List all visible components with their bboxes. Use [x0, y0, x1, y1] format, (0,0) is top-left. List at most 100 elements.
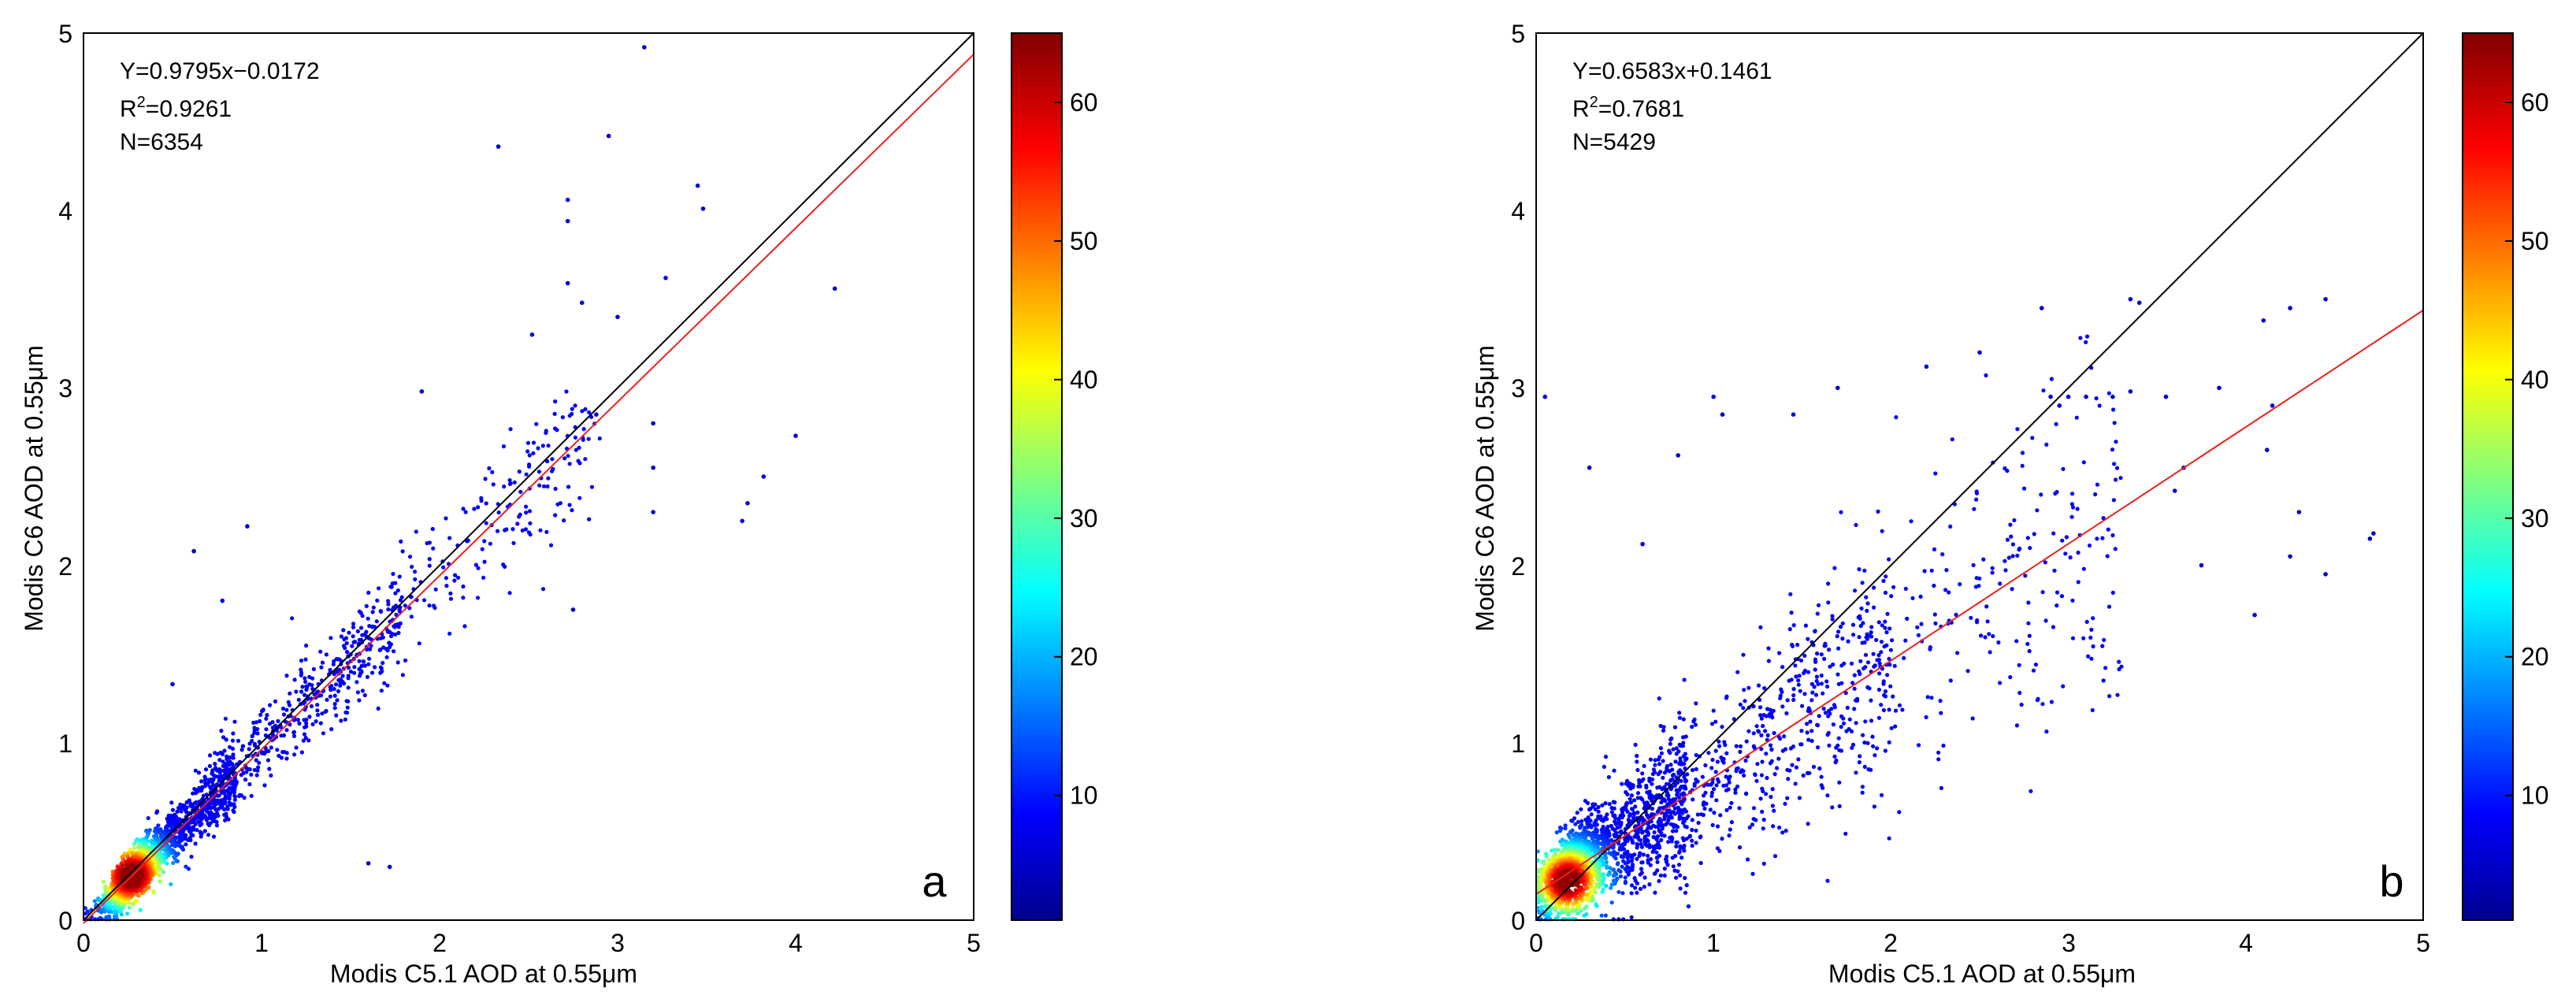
data-point: [1761, 713, 1766, 718]
data-point: [377, 648, 382, 652]
data-point: [1783, 801, 1787, 806]
data-point: [1832, 566, 1837, 570]
data-point: [1839, 663, 1844, 668]
data-point: [1806, 737, 1811, 742]
data-point: [2033, 663, 2038, 667]
data-point: [1744, 739, 1749, 744]
data-point: [2029, 789, 2033, 793]
data-point: [2095, 536, 2099, 541]
data-point: [1832, 754, 1837, 759]
data-point: [1558, 839, 1563, 844]
data-point: [448, 591, 453, 596]
data-point: [2061, 466, 2066, 471]
data-point: [252, 730, 257, 736]
data-point: [1802, 692, 1807, 696]
data-point: [172, 855, 176, 859]
data-point: [1990, 570, 1995, 575]
data-point: [336, 689, 341, 694]
data-point: [173, 817, 178, 822]
data-point: [1916, 633, 1921, 637]
data-point: [1694, 767, 1698, 771]
data-point: [531, 440, 536, 445]
y-axis-label: Modis C6 AOD at 0.55μm: [1471, 345, 1499, 631]
data-point: [583, 457, 588, 462]
data-point: [1724, 788, 1729, 793]
data-point: [1885, 673, 1890, 677]
data-point: [577, 461, 582, 466]
data-point: [414, 529, 418, 534]
data-point: [284, 756, 289, 761]
data-point: [1616, 841, 1620, 846]
data-point: [1691, 767, 1695, 773]
data-point: [2069, 502, 2074, 507]
data-point: [1810, 698, 1814, 703]
data-point: [1771, 824, 1776, 829]
data-point: [303, 736, 308, 741]
data-point: [1659, 751, 1664, 755]
data-point: [1799, 729, 1804, 733]
data-point: [1728, 805, 1732, 810]
data-point: [193, 791, 199, 796]
data-point: [447, 631, 452, 636]
data-point: [1769, 794, 1773, 800]
data-point: [355, 690, 360, 695]
data-point: [1850, 745, 1854, 750]
data-point: [213, 807, 218, 812]
data-point: [2107, 694, 2112, 699]
data-point: [2044, 729, 2049, 734]
data-point: [538, 528, 543, 533]
data-point: [2010, 542, 2015, 547]
data-point: [1875, 658, 1880, 663]
data-point: [242, 796, 247, 800]
data-point: [1830, 805, 1835, 810]
data-point: [1658, 746, 1663, 751]
data-point: [202, 778, 207, 782]
data-point: [1876, 715, 1881, 720]
data-point: [2105, 554, 2110, 559]
data-point: [2070, 636, 2076, 640]
y-axis-label: Modis C6 AOD at 0.55μm: [20, 345, 48, 631]
data-point: [1765, 733, 1770, 738]
data-point: [2027, 633, 2032, 638]
data-point: [1668, 737, 1673, 742]
data-point: [427, 563, 432, 568]
data-point: [302, 732, 307, 737]
data-point: [1560, 843, 1565, 848]
data-point: [1948, 678, 1953, 683]
data-point: [1680, 856, 1684, 860]
data-point: [1657, 828, 1661, 833]
data-point: [310, 722, 315, 727]
data-point: [1876, 509, 1880, 514]
data-point: [1743, 792, 1749, 796]
data-point: [793, 433, 798, 438]
data-point: [1691, 797, 1695, 802]
data-point: [1738, 749, 1743, 755]
data-point: [1813, 667, 1817, 672]
data-point: [2014, 639, 2019, 644]
data-point: [1625, 792, 1630, 797]
data-point: [342, 681, 347, 686]
data-point: [565, 280, 570, 286]
data-point: [370, 610, 375, 614]
data-point: [577, 496, 582, 500]
data-point: [615, 314, 620, 320]
data-point: [1585, 800, 1591, 806]
data-point: [517, 514, 522, 519]
data-point: [550, 457, 555, 462]
data-point: [1563, 826, 1568, 831]
data-point: [1834, 745, 1839, 750]
data-point: [279, 733, 284, 738]
data-point: [1639, 867, 1644, 871]
data-point: [472, 507, 477, 511]
data-point: [198, 830, 202, 835]
data-point: [456, 575, 461, 580]
data-point: [1887, 740, 1891, 745]
data-point: [1858, 754, 1862, 759]
data-point: [1932, 547, 1937, 552]
data-point: [1646, 815, 1650, 819]
data-point: [1891, 694, 1895, 699]
data-point: [1539, 904, 1544, 909]
data-point: [2086, 654, 2091, 659]
data-point: [2101, 516, 2106, 521]
